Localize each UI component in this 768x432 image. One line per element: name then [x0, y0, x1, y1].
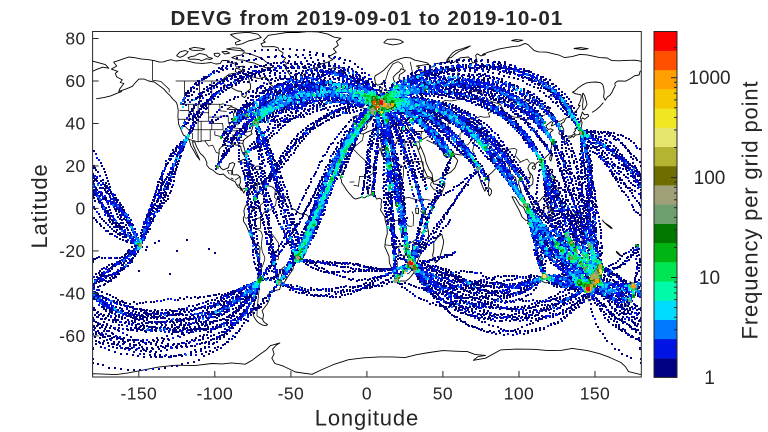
svg-text:DEVG from 2019-09-01 to 2019-1: DEVG from 2019-09-01 to 2019-10-01 [170, 7, 563, 30]
svg-text:-60: -60 [59, 326, 86, 346]
svg-text:100: 100 [694, 168, 726, 189]
svg-text:0: 0 [75, 198, 85, 218]
svg-text:-100: -100 [196, 383, 233, 403]
svg-text:-20: -20 [59, 241, 86, 261]
svg-text:Frequency per grid point: Frequency per grid point [738, 81, 763, 340]
svg-text:20: 20 [65, 156, 85, 176]
svg-text:0: 0 [362, 383, 372, 403]
svg-text:Longitude: Longitude [315, 406, 419, 431]
svg-text:10: 10 [699, 268, 720, 289]
svg-text:50: 50 [433, 383, 453, 403]
svg-text:100: 100 [504, 383, 534, 403]
svg-text:40: 40 [65, 114, 85, 134]
svg-text:60: 60 [65, 71, 85, 91]
svg-text:1000: 1000 [688, 68, 730, 89]
svg-text:150: 150 [580, 383, 610, 403]
svg-text:-40: -40 [59, 283, 86, 303]
svg-text:-150: -150 [120, 383, 157, 403]
svg-text:Latitude: Latitude [27, 163, 52, 248]
svg-text:80: 80 [65, 29, 85, 49]
svg-text:-50: -50 [278, 383, 305, 403]
svg-text:1: 1 [704, 368, 715, 389]
